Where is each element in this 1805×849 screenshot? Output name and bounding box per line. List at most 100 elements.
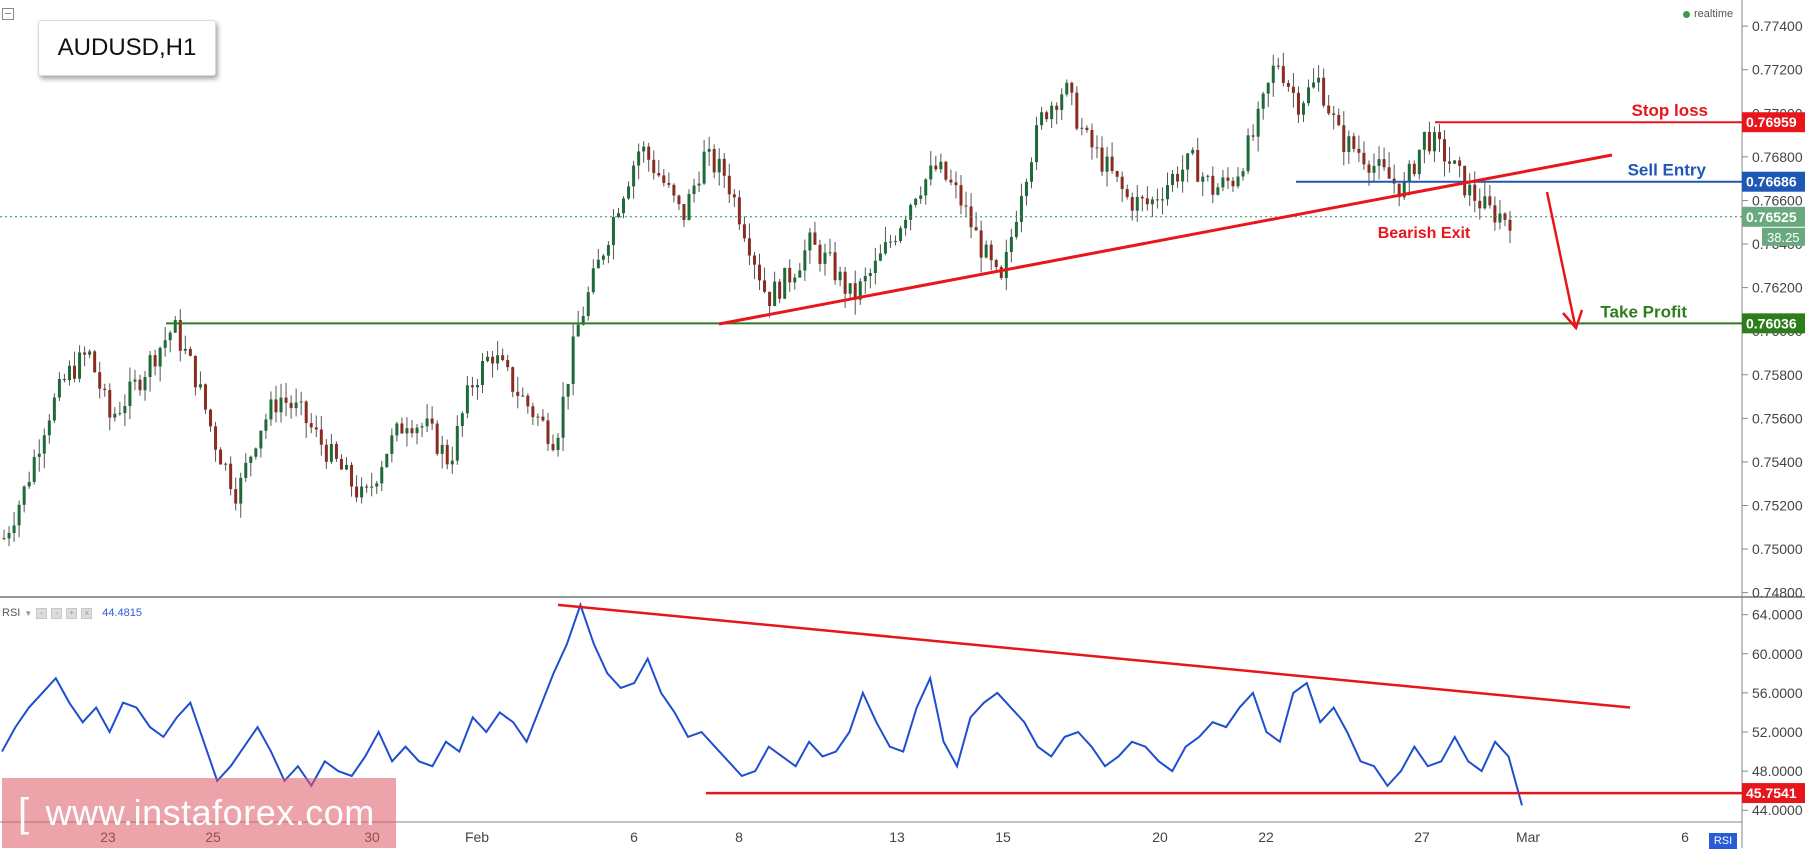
price-axis[interactable]: 0.774000.772000.770000.768000.766000.764… [1742,18,1803,601]
candle-body [516,391,520,396]
candle-body [32,456,36,482]
candle-body [143,377,147,391]
candle-body [788,267,792,283]
candle-body [1432,132,1436,152]
realtime-label: realtime [1694,8,1734,20]
level-price-tag-box [1742,171,1805,192]
price-tick-label: 0.74800 [1752,585,1803,601]
candle-body [747,238,751,256]
candle-body [1503,213,1507,220]
candle-body [737,197,741,225]
candle-body [989,244,993,261]
chevron-down-icon[interactable]: ▼ [24,608,33,618]
time-tick-label: Mar [1516,829,1540,845]
candle-body [1145,198,1149,205]
candle-body [823,252,827,264]
candle-body [1060,94,1064,110]
level-price-tag-text: 0.76686 [1746,174,1797,190]
candle-body [360,486,364,498]
candle-body [430,418,434,424]
candle-body [209,409,213,427]
candle-body [1347,136,1351,152]
eye-icon[interactable]: ◦ [36,607,48,619]
candle-body [1251,135,1255,137]
trade-levels[interactable]: Stop loss Sell Entry Take Profit [166,101,1742,325]
arrow-head-icon [1562,309,1584,331]
candle-body [1367,164,1371,173]
rsi-legend[interactable]: RSI ▼ ◦ ◦ + × 44.4815 [2,607,142,619]
candle-body [1317,77,1321,83]
settings-icon[interactable]: ◦ [51,607,63,619]
candle-body [1216,187,1220,195]
candle-body [944,161,948,180]
candle-body [1226,177,1230,181]
candle-body [395,423,399,436]
candlestick-series[interactable] [0,52,1742,547]
candle-body [370,486,374,488]
candle-body [158,347,162,367]
candle-body [405,428,409,434]
rsi-legend-name: RSI [2,607,21,619]
candle-body [939,161,943,170]
candle-body [783,267,787,299]
candle-body [591,268,595,293]
candle-body [1397,183,1401,198]
candle-body [1417,149,1421,175]
candle-body [67,365,71,381]
candle-body [667,182,671,185]
candle-body [1206,175,1210,177]
collapse-icon[interactable] [2,8,14,20]
time-tick-label: 27 [1414,829,1430,845]
candle-body [627,186,631,199]
candle-body [1090,129,1094,148]
candle-body [163,340,167,348]
candle-body [420,426,424,428]
candle-body [919,195,923,199]
candle-body [1402,181,1406,198]
time-tick-label: 8 [735,829,743,845]
rsi-value-text: 45.7541 [1746,785,1797,801]
candle-body [1422,131,1426,150]
candle-body [868,273,872,277]
candle-body [93,351,97,373]
price-tick-label: 0.76200 [1752,280,1803,296]
close-icon[interactable]: × [81,607,93,619]
candle-body [289,402,293,409]
candle-body [531,406,535,418]
candle-body [979,230,983,258]
candle-body [198,384,202,388]
candle-body [763,280,767,292]
candle-body [1125,189,1129,198]
candle-body [103,388,107,391]
candle-body [2,538,6,540]
candle-body [642,146,646,152]
rsi-series[interactable] [1,601,1742,806]
candle-body [571,336,575,384]
candle-body [203,384,207,410]
add-icon[interactable]: + [66,607,78,619]
candle-body [1004,251,1008,279]
candle-body [1337,114,1341,126]
candle-body [1312,82,1316,88]
candle-body [1357,148,1361,153]
price-tick-label: 0.75600 [1752,410,1803,426]
candle-body [1362,152,1366,165]
candle-body [964,205,968,207]
candle-body [752,255,756,265]
candle-body [1019,196,1023,222]
candle-body [460,413,464,427]
candle-body [637,151,641,166]
countdown-box [1762,227,1805,246]
candle-body [692,185,696,195]
rsi-axis[interactable]: 64.0000 60.0000 56.0000 52.0000 48.0000 44.00… [1742,607,1803,819]
candle-body [1256,108,1260,137]
candle-body [1372,165,1376,173]
candle-body [78,352,82,379]
candle-body [566,383,570,397]
candle-body [848,283,852,294]
drawings[interactable]: Bearish Exit [718,153,1613,331]
candle-body [1231,180,1235,187]
current-price-tag-text: 0.76525 [1746,209,1797,225]
candle-body [22,486,26,505]
candle-body [1437,132,1441,140]
